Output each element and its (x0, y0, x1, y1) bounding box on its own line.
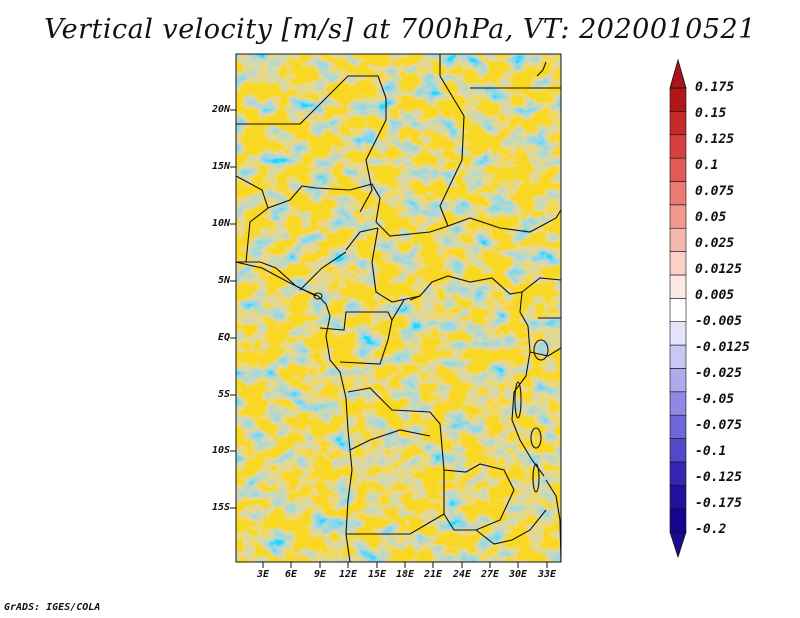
colorbar-label: -0.05 (695, 392, 735, 407)
colorbar-swatch (669, 438, 687, 463)
colorbar-label: 0.025 (695, 236, 735, 251)
colorbar (669, 58, 687, 559)
lat-label: 5N (217, 275, 230, 286)
lat-ticks (230, 109, 236, 509)
lon-label: 27E (480, 569, 500, 580)
lon-label: 12E (338, 569, 358, 580)
lon-label: 6E (284, 569, 298, 580)
colorbar-swatch (669, 134, 687, 159)
colorbar-swatch (669, 414, 687, 439)
colorbar-swatch (669, 157, 687, 182)
lat-label: 5S (217, 389, 230, 400)
lakes (313, 292, 549, 493)
colorbar-label: 0.0125 (695, 262, 742, 277)
colorbar-swatch (669, 111, 687, 136)
colorbar-swatch (669, 251, 687, 276)
colorbar-swatch (669, 484, 687, 509)
colorbar-label: -0.1 (695, 444, 727, 459)
lon-label: 18E (395, 569, 415, 580)
grads-credit: GrADS: IGES/COLA (4, 602, 101, 613)
lon-label: 3E (256, 569, 270, 580)
colorbar-label: -0.125 (695, 470, 742, 485)
colorbar-label: 0.15 (695, 106, 727, 121)
colorbar-swatch (669, 204, 687, 229)
colorbar-swatch (669, 181, 687, 206)
colorbar-swatch (669, 274, 687, 299)
velocity-field (236, 54, 561, 562)
colorbar-label: -0.025 (695, 366, 742, 381)
lon-label: 24E (452, 569, 472, 580)
colorbar-label: 0.075 (695, 184, 735, 199)
coastline (236, 61, 547, 562)
colorbar-top-arrow (669, 58, 687, 89)
lon-label: 30E (508, 569, 528, 580)
colorbar-label: 0.1 (695, 158, 719, 173)
lat-label: 10S (211, 445, 230, 456)
colorbar-label: -0.005 (695, 314, 742, 329)
colorbar-label: 0.05 (695, 210, 727, 225)
colorbar-swatch (669, 368, 687, 393)
colorbar-label: -0.175 (695, 496, 742, 511)
colorbar-swatch (669, 298, 687, 322)
lat-label: 20N (211, 104, 230, 115)
lat-label: 10N (211, 218, 230, 229)
colorbar-label: 0.125 (695, 132, 735, 147)
colorbar-swatch (669, 508, 687, 533)
colorbar-label: -0.2 (695, 522, 727, 537)
chart-title: Vertical velocity [m/s] at 700hPa, VT: 2… (44, 14, 756, 45)
lon-label: 33E (537, 569, 557, 580)
map-frame (235, 53, 562, 563)
lon-label: 15E (367, 569, 387, 580)
lon-label: 21E (423, 569, 443, 580)
colorbar-label: 0.005 (695, 288, 735, 303)
lat-label: 15S (211, 502, 230, 513)
colorbar-swatch (669, 87, 687, 112)
colorbar-swatch (669, 461, 687, 486)
lat-label: 15N (211, 161, 230, 172)
colorbar-label: -0.0125 (695, 340, 750, 355)
colorbar-swatch (669, 321, 687, 346)
colorbar-swatch (669, 227, 687, 252)
lon-ticks (262, 562, 548, 568)
lon-label: 9E (313, 569, 327, 580)
colorbar-swatch (669, 344, 687, 369)
colorbar-label: 0.175 (695, 80, 735, 95)
lat-label: EQ (217, 332, 230, 343)
country-borders (236, 54, 561, 562)
colorbar-label: -0.075 (695, 418, 742, 433)
colorbar-bottom-arrow (669, 531, 687, 559)
colorbar-swatch (669, 391, 687, 416)
